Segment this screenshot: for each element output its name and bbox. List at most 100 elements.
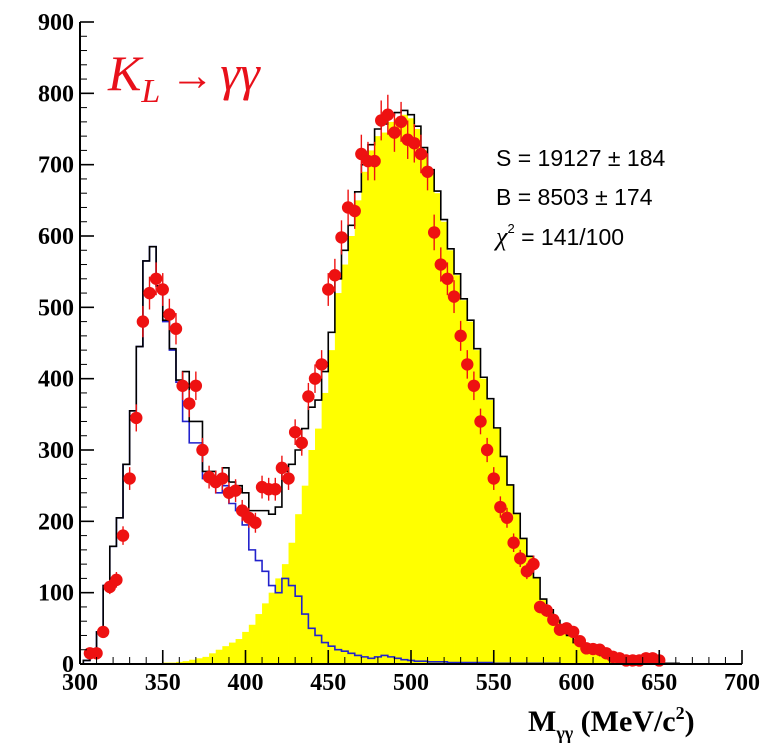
data-marker: [547, 613, 560, 626]
signal-histogram: [162, 114, 680, 665]
data-point: [163, 298, 176, 331]
data-marker: [110, 573, 123, 587]
title-arrow: →: [170, 51, 214, 100]
data-point: [447, 280, 461, 314]
signal-bar: [268, 592, 276, 664]
data-marker: [216, 472, 229, 485]
signal-bar: [473, 350, 481, 664]
signal-bar: [460, 300, 468, 664]
data-point: [189, 371, 203, 401]
signal-bar: [328, 350, 336, 664]
data-marker: [229, 484, 242, 497]
signal-bar: [506, 485, 515, 664]
data-marker: [461, 358, 474, 371]
stats-background: B = 8503 ± 174: [496, 184, 653, 210]
title-decay: γγ: [220, 45, 261, 101]
signal-bar: [288, 542, 296, 664]
x-tick-label: 700: [724, 670, 760, 696]
data-marker: [269, 483, 282, 496]
signal-bar: [321, 392, 329, 664]
signal-bar: [367, 150, 375, 664]
data-point: [454, 320, 467, 351]
signal-bar: [387, 121, 395, 664]
data-point: [302, 382, 315, 411]
xlabel-main: M: [528, 705, 556, 738]
signal-bar: [540, 599, 548, 664]
data-point: [441, 262, 454, 296]
data-point: [474, 408, 487, 435]
data-marker: [176, 379, 189, 392]
data-point: [480, 437, 494, 463]
data-point: [566, 625, 580, 639]
data-marker: [116, 529, 130, 542]
data-point: [494, 496, 507, 518]
data-points: [83, 94, 666, 667]
signal-bar: [195, 658, 203, 664]
signal-bar: [480, 378, 488, 664]
data-point: [427, 214, 441, 251]
signal-bar: [553, 621, 561, 664]
signal-bar: [407, 118, 415, 665]
data-point: [90, 647, 103, 660]
data-marker: [335, 231, 348, 244]
signal-bar: [513, 514, 521, 664]
data-marker: [196, 443, 209, 457]
data-point: [249, 512, 262, 533]
data-marker: [421, 165, 434, 178]
data-point: [514, 549, 527, 567]
data-point: [467, 371, 481, 401]
data-marker: [441, 272, 454, 285]
data-point: [394, 101, 408, 142]
y-tick-label: 600: [38, 224, 74, 250]
signal-bar: [434, 193, 442, 664]
signal-bar: [182, 661, 190, 664]
y-tick-label: 700: [38, 153, 74, 179]
data-marker: [143, 286, 156, 300]
data-marker: [527, 557, 540, 571]
title-sub: L: [140, 73, 160, 110]
data-point: [487, 467, 500, 490]
data-point: [136, 305, 150, 338]
signal-bar: [454, 275, 462, 664]
data-marker: [474, 415, 487, 428]
signal-bar: [235, 639, 243, 664]
data-point: [110, 571, 123, 588]
data-marker: [487, 472, 500, 485]
data-marker: [163, 308, 176, 321]
y-tick-label: 200: [38, 509, 74, 535]
data-marker: [156, 283, 169, 296]
signal-bar: [262, 603, 270, 664]
y-tick-label: 500: [38, 295, 74, 321]
data-point: [414, 134, 428, 174]
data-marker: [123, 472, 136, 485]
signal-bar: [361, 171, 369, 665]
stats-chi2: χ2 = 141/100: [493, 221, 624, 251]
data-point: [547, 613, 560, 626]
signal-bar: [222, 646, 230, 664]
xlabel-sup: 2: [676, 703, 685, 723]
data-marker: [427, 226, 441, 239]
data-point: [500, 507, 514, 528]
data-marker: [249, 516, 262, 529]
xlabel-close: ): [685, 705, 695, 738]
data-marker: [540, 604, 553, 617]
data-marker: [328, 269, 342, 282]
data-marker: [149, 272, 163, 285]
data-point: [288, 419, 302, 446]
data-marker: [467, 379, 481, 392]
data-marker: [368, 154, 381, 168]
data-marker: [507, 536, 520, 549]
y-tick-label: 100: [38, 581, 74, 607]
data-marker: [130, 411, 143, 425]
signal-bar: [295, 514, 303, 664]
data-marker: [308, 372, 322, 385]
signal-bar: [487, 400, 495, 664]
x-axis-label: Mγγ (MeV/c2): [528, 703, 695, 743]
data-point: [269, 477, 282, 501]
signal-bar: [559, 628, 567, 664]
data-marker: [408, 137, 421, 150]
signal-bar: [381, 132, 389, 665]
data-marker: [169, 322, 183, 335]
x-tick-label: 650: [641, 670, 677, 696]
